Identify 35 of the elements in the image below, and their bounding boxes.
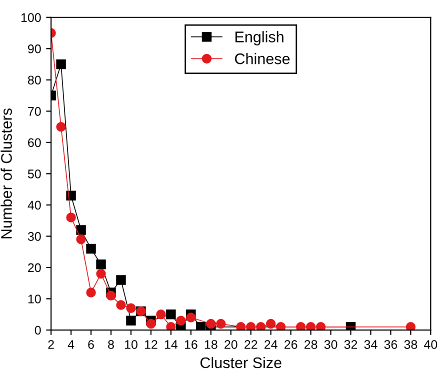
y-tick-label: 60 bbox=[28, 138, 41, 148]
y-tick-label: 80 bbox=[28, 76, 41, 85]
x-tick-label: 8 bbox=[108, 340, 114, 349]
y-tick-label: 50 bbox=[28, 170, 41, 178]
x-tick-label: 28 bbox=[304, 340, 318, 349]
x-tick-label: 12 bbox=[144, 340, 158, 349]
x-tick-label: 26 bbox=[284, 340, 298, 349]
x-tick-label: 14 bbox=[164, 340, 178, 349]
x-axis-title: Cluster Size bbox=[200, 356, 282, 368]
x-tick-label: 10 bbox=[124, 340, 138, 349]
y-axis-title: Number of Clusters bbox=[0, 108, 12, 238]
x-tick-label: 36 bbox=[384, 340, 398, 349]
y-tick-label: 40 bbox=[28, 200, 41, 210]
x-tick-label: 20 bbox=[224, 340, 238, 349]
x-tick-label: 32 bbox=[344, 340, 358, 349]
legend-label: English bbox=[235, 31, 284, 46]
x-tick-label: 6 bbox=[88, 340, 94, 349]
x-tick-label: 22 bbox=[244, 340, 258, 349]
x-tick-label: 18 bbox=[204, 340, 218, 349]
y-tick-label: 10 bbox=[28, 294, 41, 304]
x-tick-label: 34 bbox=[364, 340, 378, 349]
y-tick-label: 20 bbox=[28, 263, 41, 272]
y-tick-label: 90 bbox=[28, 44, 41, 54]
x-tick-label: 38 bbox=[404, 340, 418, 349]
x-tick-label: 24 bbox=[264, 340, 278, 349]
y-tick-label: 70 bbox=[28, 106, 41, 116]
x-tick-label: 4 bbox=[68, 340, 74, 349]
x-tick-label: 16 bbox=[184, 340, 198, 349]
y-tick-label: 0 bbox=[34, 326, 41, 335]
x-tick-label: 2 bbox=[48, 340, 54, 349]
y-tick-label: 100 bbox=[21, 13, 41, 22]
x-tick-label: 40 bbox=[424, 340, 438, 349]
x-tick-label: 30 bbox=[324, 340, 338, 349]
y-tick-label: 30 bbox=[28, 232, 41, 241]
legend-label: Chinese bbox=[235, 53, 290, 64]
